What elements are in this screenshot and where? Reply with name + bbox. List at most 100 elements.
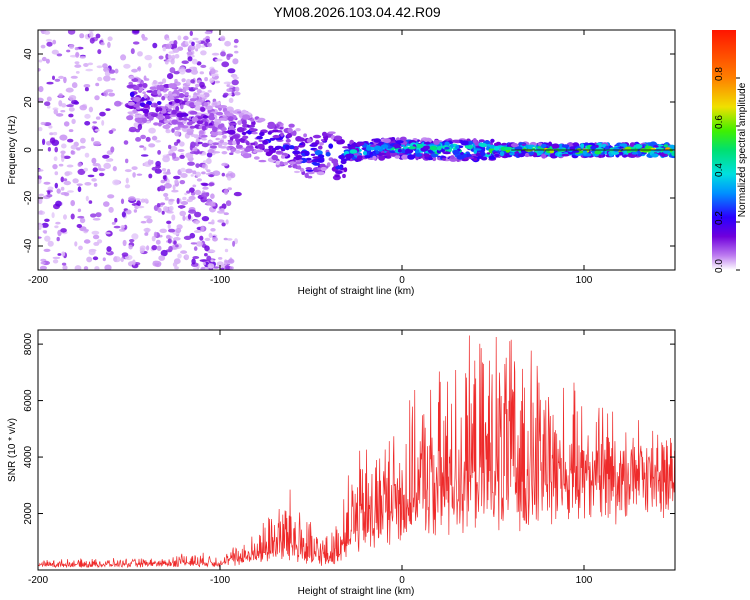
spectrogram-noise-blob (44, 235, 51, 242)
spectrogram-noise-blob (184, 41, 189, 45)
spectrogram-ridge-blob (327, 131, 336, 135)
spectrogram-ridge-blob (511, 143, 519, 148)
spectrogram-noise-blob (43, 248, 51, 252)
spectrogram-ridge-blob (488, 155, 496, 160)
spectrogram-noise-blob (217, 219, 225, 223)
spectrogram-noise-blob (173, 71, 180, 75)
spectrogram-ridge-blob (138, 83, 143, 88)
spectrogram-ridge-blob (343, 167, 348, 173)
spectrogram-ridge-blob (143, 93, 148, 99)
spectrogram-ridge-blob (524, 152, 530, 158)
spectrogram-ridge-blob (580, 143, 585, 149)
spectrogram-ridge-blob (493, 145, 500, 151)
spectrogram-noise-blob (134, 198, 141, 201)
spectrogram-noise-blob (171, 128, 175, 133)
spectrogram-noise-blob (83, 167, 89, 172)
spectrogram-ridge-blob (241, 131, 247, 136)
spectrogram-ridge-blob (304, 150, 310, 156)
spectrogram-ridge-blob (217, 124, 223, 129)
spectrogram-ridge-blob (249, 124, 255, 128)
spectrogram-noise-blob (112, 179, 120, 186)
spectrogram-ridge-blob (274, 145, 283, 149)
spectrogram-ridge-blob (208, 116, 215, 121)
spectrogram-ridge-blob (126, 115, 134, 121)
spectrogram-noise-blob (108, 130, 114, 134)
spectrogram-noise-blob (104, 231, 111, 235)
spectrogram-noise-blob (231, 79, 239, 86)
spectrogram-ridge-blob (288, 165, 292, 168)
spectrogram-noise-blob (79, 217, 86, 224)
spectrogram-ridge-blob (267, 123, 276, 129)
spectrogram-noise-blob (224, 265, 230, 270)
spectrogram-noise-blob (92, 121, 97, 124)
spectrogram-noise-blob (88, 106, 94, 113)
spectrogram-ridge-blob (272, 135, 280, 139)
spectrogram-ridge-blob (336, 140, 344, 145)
spectrogram-noise-blob (199, 71, 204, 75)
spectrogram-noise-blob (110, 146, 115, 153)
spectrogram-ridge-blob (288, 161, 296, 165)
spectrogram-noise-blob (143, 215, 152, 219)
spectrogram-noise-blob (57, 253, 62, 256)
spectrogram-noise-blob (221, 61, 230, 68)
spectrogram-noise-blob (40, 44, 46, 49)
spectrogram-noise-blob (70, 213, 75, 220)
spectrogram-noise-blob (140, 134, 147, 140)
spectrogram-noise-blob (228, 85, 234, 88)
spectrogram-ridge-blob (172, 93, 178, 97)
spectrogram-noise-blob (207, 263, 215, 269)
spectrogram-ridge-blob (590, 145, 597, 150)
spectrogram-noise-blob (60, 153, 65, 159)
spectrogram-noise-blob (129, 239, 135, 243)
spectrogram-ridge-blob (176, 121, 184, 126)
spectrogram-ridge-blob (389, 150, 397, 154)
spectrogram-ridge-blob (228, 122, 237, 126)
spectrogram-noise-blob (148, 127, 156, 134)
spectrogram-ridge-blob (486, 152, 491, 155)
spectrogram-noise-blob (225, 200, 232, 207)
spectrogram-noise-blob (209, 174, 215, 177)
spectrogram-ridge-blob (234, 149, 241, 154)
spectrogram-ridge-blob (582, 149, 588, 155)
spectrogram-noise-blob (175, 228, 182, 233)
spectrogram-noise-blob (137, 67, 141, 70)
spectrogram-noise-blob (151, 135, 158, 141)
spectrogram-ridge-blob (354, 158, 358, 162)
spectrogram-noise-blob (60, 150, 66, 155)
spectrogram-noise-blob (52, 39, 57, 45)
spectrogram-ridge-blob (663, 150, 671, 154)
spectrogram-noise-blob (56, 53, 63, 57)
spectrogram-noise-blob (60, 192, 69, 196)
spectrogram-noise-blob (233, 191, 242, 197)
spectrogram-noise-blob (177, 253, 182, 259)
spectrogram-noise-blob (196, 89, 202, 94)
spectrogram-noise-blob (47, 190, 51, 195)
spectrogram-ridge-blob (256, 135, 263, 140)
spectrogram-ridge-blob (490, 138, 495, 143)
spectrogram-ridge-blob (225, 113, 234, 117)
spectrogram-noise-blob (165, 171, 171, 175)
spectrogram-ridge-blob (637, 153, 643, 157)
spectrogram-ridge-blob (331, 158, 339, 164)
spectrogram-noise-blob (226, 53, 234, 58)
spectrogram-noise-blob (100, 42, 105, 46)
spectrogram-noise-blob (203, 92, 210, 98)
spectrogram-xtick-label: -100 (210, 275, 230, 286)
spectrogram-noise-blob (95, 33, 101, 39)
spectrogram-noise-blob (221, 203, 227, 210)
spectrogram-noise-blob (165, 129, 171, 134)
spectrogram-noise-blob (123, 63, 131, 69)
spectrogram-noise-blob (77, 208, 82, 213)
spectrogram-noise-blob (220, 35, 226, 42)
spectrogram-noise-blob (131, 68, 138, 73)
spectrogram-noise-blob (38, 59, 43, 63)
spectrogram-ridge-blob (415, 153, 423, 157)
spectrogram-ridge-blob (537, 142, 543, 146)
spectrogram-ridge-blob (423, 141, 431, 145)
spectrogram-ridge-blob (305, 160, 313, 164)
spectrogram-noise-blob (95, 212, 102, 218)
spectrogram-noise-blob (120, 225, 125, 229)
spectrogram-ridge-blob (605, 145, 610, 150)
spectrogram-noise-blob (57, 229, 62, 237)
spectrogram-noise-blob (136, 205, 145, 209)
